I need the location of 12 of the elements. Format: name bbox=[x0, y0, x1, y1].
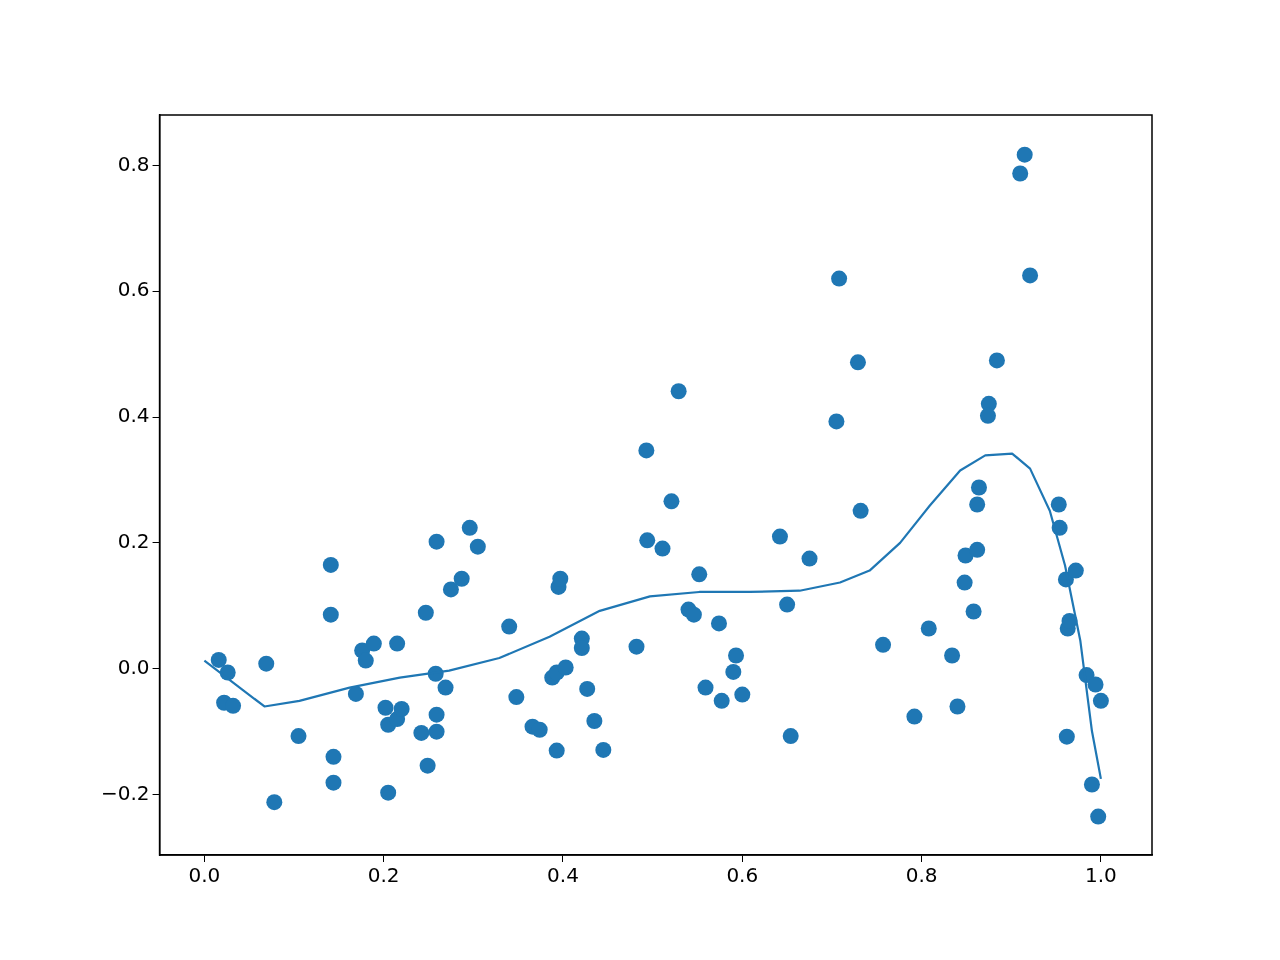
y-tick-label: 0.4 bbox=[117, 403, 150, 428]
y-tick-label: 0.8 bbox=[117, 151, 150, 176]
x-tick-label: 0.2 bbox=[367, 863, 400, 888]
x-tick-label: 0.0 bbox=[188, 863, 221, 888]
y-tick-label: 0.0 bbox=[117, 654, 150, 679]
y-tick-label: −0.2 bbox=[100, 780, 150, 805]
x-tick-label: 1.0 bbox=[1084, 863, 1117, 888]
x-tick-label: 0.8 bbox=[905, 863, 938, 888]
y-tick-label: 0.6 bbox=[117, 277, 150, 302]
x-tick-label: 0.6 bbox=[726, 863, 759, 888]
x-tick-label: 0.4 bbox=[547, 863, 579, 888]
y-tick-label: 0.2 bbox=[117, 529, 150, 554]
